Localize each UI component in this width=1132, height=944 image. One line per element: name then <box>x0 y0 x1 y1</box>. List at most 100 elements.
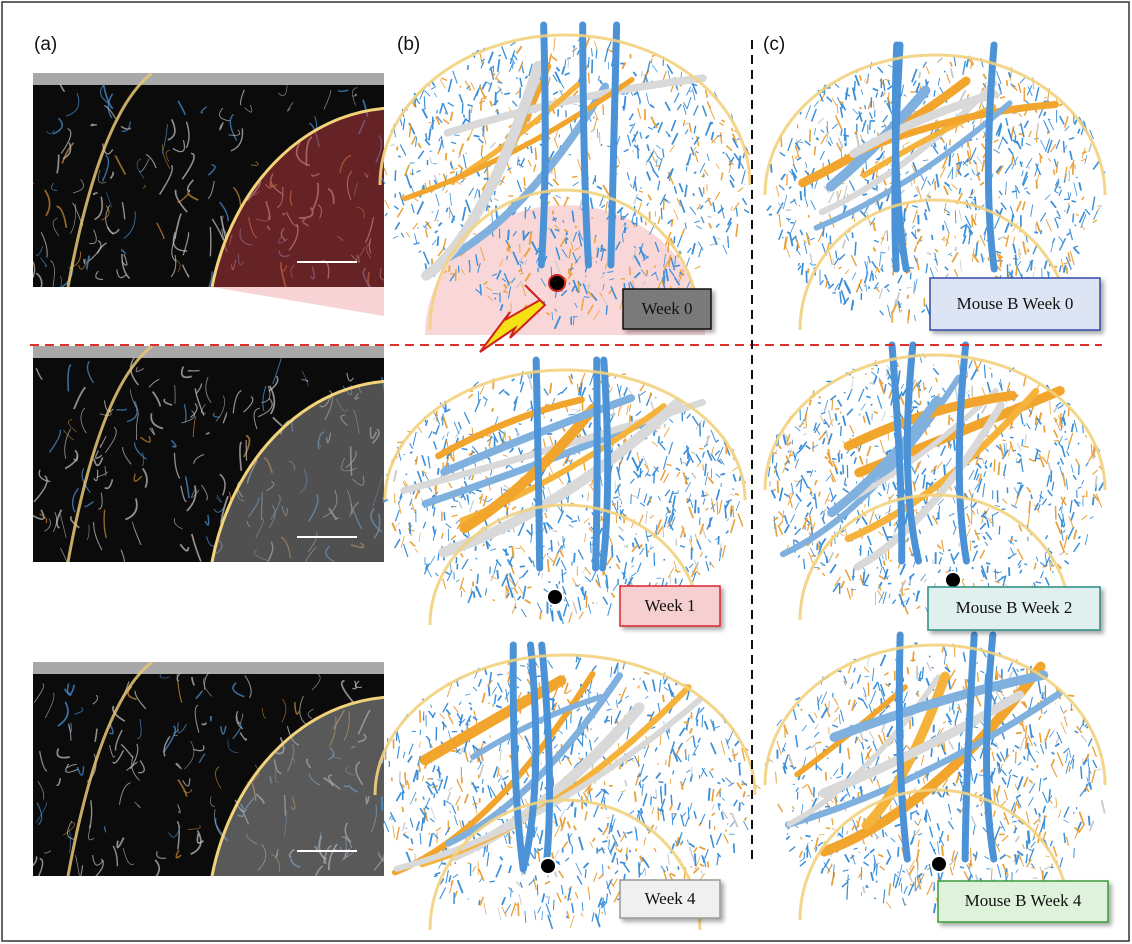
capillary <box>511 588 513 589</box>
capillary <box>494 694 496 704</box>
capillary <box>1035 582 1041 583</box>
capillary <box>785 245 790 258</box>
capillary <box>469 260 470 266</box>
capillary <box>919 72 920 78</box>
capillary <box>939 557 941 564</box>
capillary <box>627 172 629 180</box>
capillary <box>977 463 981 468</box>
capillary <box>725 778 731 783</box>
capillary <box>465 81 471 91</box>
capillary <box>700 707 705 712</box>
capillary <box>986 449 989 452</box>
capillary <box>866 284 867 292</box>
capillary <box>553 531 558 532</box>
capillary <box>1068 203 1069 204</box>
capillary <box>553 92 558 95</box>
capillary <box>554 813 557 826</box>
capillary <box>508 230 509 240</box>
capillary <box>489 436 491 446</box>
capillary <box>731 128 732 132</box>
capillary <box>498 59 500 72</box>
capillary <box>1060 458 1063 464</box>
capillary <box>734 800 737 806</box>
capillary <box>711 835 714 848</box>
capillary <box>874 446 878 447</box>
capillary <box>829 410 832 422</box>
capillary <box>952 184 958 189</box>
capillary <box>743 821 748 830</box>
capillary <box>998 197 1000 198</box>
capillary <box>805 198 808 207</box>
capillary <box>992 515 993 527</box>
capillary <box>428 785 433 794</box>
capillary <box>1020 78 1025 83</box>
capillary <box>852 377 854 378</box>
capillary <box>581 913 583 917</box>
capillary <box>1082 225 1085 229</box>
capillary <box>397 827 400 840</box>
capillary <box>730 494 735 496</box>
capillary <box>545 513 547 518</box>
capillary <box>410 542 415 547</box>
capillary <box>873 88 878 90</box>
capillary <box>928 514 933 525</box>
capillary <box>719 123 723 126</box>
capillary <box>578 159 582 171</box>
capillary <box>636 829 637 841</box>
capillary <box>1054 169 1055 175</box>
capillary <box>691 473 695 479</box>
capillary <box>699 187 703 196</box>
capillary <box>1079 182 1081 190</box>
capillary <box>478 679 481 687</box>
capillary <box>499 389 504 394</box>
capillary <box>453 874 458 878</box>
capillary <box>690 847 694 861</box>
capillary <box>572 409 577 410</box>
capillary <box>837 191 838 199</box>
capillary <box>1058 462 1059 465</box>
capillary <box>783 195 786 209</box>
capillary <box>613 584 618 591</box>
capillary <box>900 564 905 575</box>
capillary <box>951 255 953 256</box>
capillary <box>912 69 917 82</box>
arc <box>380 35 750 185</box>
capillary <box>776 186 779 197</box>
capillary <box>838 453 839 462</box>
capillary <box>1085 534 1087 545</box>
capillary <box>695 221 700 223</box>
capillary <box>1044 112 1045 116</box>
capillary <box>443 416 447 428</box>
capillary <box>691 712 692 719</box>
capillary <box>686 257 689 267</box>
capillary <box>596 791 602 797</box>
capillary <box>572 578 575 585</box>
capillary <box>450 193 451 206</box>
capillary <box>871 369 874 370</box>
capillary <box>512 101 517 106</box>
capillary <box>937 462 942 470</box>
capillary <box>999 191 1002 195</box>
capillary <box>454 815 457 825</box>
capillary <box>811 109 816 122</box>
capillary <box>688 754 689 761</box>
capillary <box>468 591 473 603</box>
capillary <box>445 190 448 192</box>
capillary <box>696 226 701 229</box>
capillary <box>650 161 654 171</box>
capillary <box>1016 255 1017 266</box>
capillary <box>447 571 452 581</box>
capillary <box>601 205 605 208</box>
capillary <box>1054 191 1058 193</box>
capillary <box>1019 134 1023 135</box>
capillary <box>646 135 649 138</box>
capillary <box>645 861 649 868</box>
capillary <box>625 696 628 698</box>
capillary <box>977 162 978 176</box>
capillary <box>548 182 553 186</box>
capillary <box>496 865 501 878</box>
capillary <box>520 78 522 87</box>
capillary <box>1074 420 1077 432</box>
capillary <box>422 776 423 782</box>
capillary <box>420 833 421 845</box>
